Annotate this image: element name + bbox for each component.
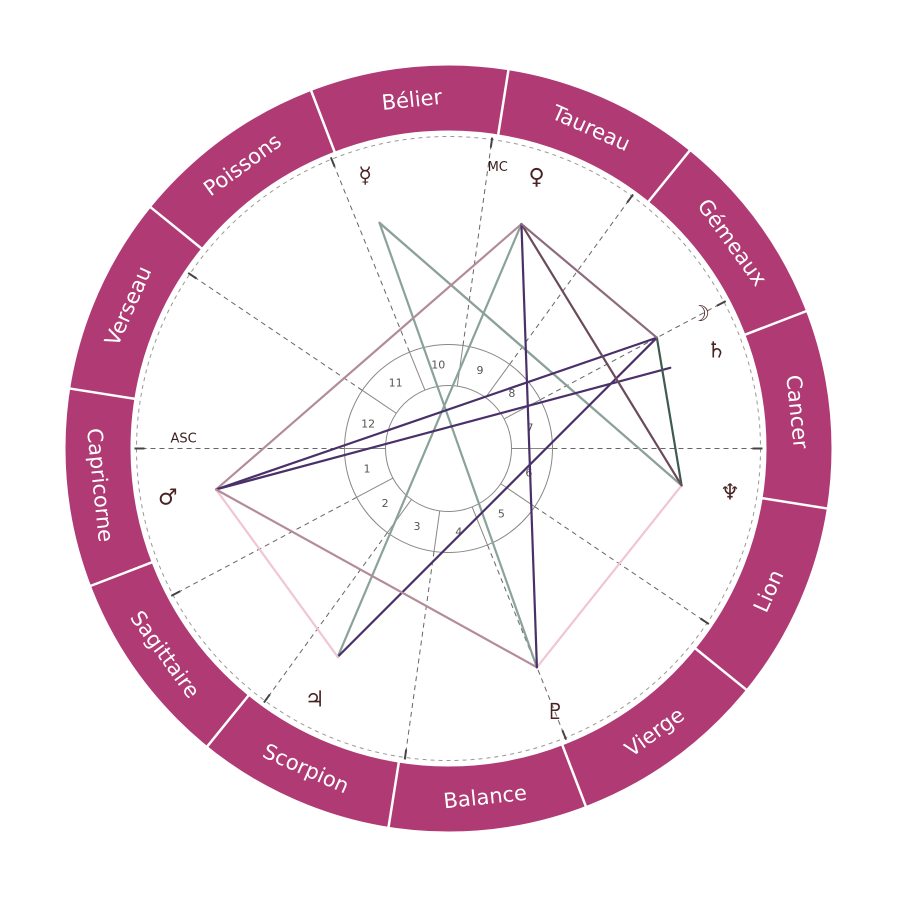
house-number: 1 [363, 462, 370, 475]
pluto-glyph-icon: ♇ [545, 700, 565, 725]
house-number: 5 [498, 507, 505, 520]
house-cusp-tick [561, 729, 568, 741]
sign-separator [205, 694, 250, 748]
house-number: 11 [389, 377, 403, 390]
aspect-line [520, 222, 539, 669]
sign-separator [647, 149, 692, 203]
house-divider [485, 364, 511, 398]
house-divider [503, 399, 541, 420]
house-cusp-tick [187, 272, 198, 280]
house-number: 2 [382, 497, 389, 510]
sign-separator [496, 69, 510, 136]
house-divider [433, 510, 441, 552]
house-cusp-tick [716, 300, 727, 307]
house-divider [409, 351, 426, 391]
house-cusp-line [172, 496, 357, 596]
house-number: 10 [431, 359, 445, 372]
aspect-line [214, 222, 523, 491]
house-number: 8 [508, 387, 515, 400]
sign-separator [387, 761, 401, 828]
zodiac-band [65, 65, 832, 832]
mercury-glyph-icon: ☿ [358, 163, 372, 188]
house-divider [386, 499, 412, 533]
house-cusp-line [264, 532, 388, 702]
axis-labels: ASC MC [171, 160, 508, 446]
house-cusp-line [331, 159, 411, 353]
house-cusp-line [509, 195, 633, 365]
aspect-line [520, 222, 658, 339]
house-number: 3 [414, 520, 421, 533]
sign-separator [761, 496, 828, 510]
house-cusp-tick [329, 156, 336, 168]
house-number: 6 [525, 467, 532, 480]
moon-glyph-icon: ☽ [690, 302, 710, 327]
aspect-line [214, 488, 539, 669]
sign-separator [149, 205, 203, 250]
house-divider [471, 506, 488, 546]
sign-separator [89, 560, 154, 588]
aspect-line [336, 222, 523, 658]
aspect-lines [214, 221, 683, 669]
aspect-line [214, 336, 658, 491]
house-cusp-line [462, 139, 493, 346]
aspect-line [378, 221, 683, 487]
planet-glyphs: ☿ ♀ ☽ ♄ ♆ ♇ ♃ ♂ [158, 163, 740, 725]
sign-separator [743, 309, 808, 337]
house-cusp-line [189, 273, 363, 391]
house-cusp-tick [263, 693, 271, 704]
aspect-line [214, 366, 672, 491]
aspect-line [214, 488, 339, 658]
midheaven-label: MC [488, 160, 508, 175]
mars-glyph-icon: ♂ [158, 485, 178, 510]
house-number: 12 [361, 417, 375, 430]
wheel-inner-edge [136, 136, 761, 761]
sign-separator [694, 647, 748, 692]
venus-glyph-icon: ♀ [529, 165, 545, 190]
house-number: 7 [527, 422, 534, 435]
aspect-line [535, 484, 683, 669]
jupiter-glyph-icon: ♃ [305, 688, 325, 713]
house-cusp-tick [699, 617, 710, 625]
aspect-line [520, 222, 683, 487]
house-ring-inner [385, 385, 512, 512]
house-cusp-tick [170, 590, 181, 597]
sign-separator [309, 89, 337, 154]
zodiac-ring: BélierTaureauGémeauxCancerLionViergeBala… [65, 65, 832, 832]
aspect-line [336, 336, 658, 658]
house-cusp-tick [403, 749, 408, 760]
house-cusp-line [540, 301, 725, 401]
saturn-glyph-icon: ♄ [706, 339, 726, 364]
house-cusp-line [534, 506, 708, 624]
sign-separator [69, 387, 136, 401]
house-cusp-tick [626, 193, 634, 204]
aspect-line [655, 336, 683, 487]
house-divider [356, 477, 394, 498]
aspect-line [378, 221, 539, 669]
house-cusp-line [486, 544, 566, 738]
house-cusp-tick [489, 137, 494, 148]
house-cusp-lines [134, 137, 763, 760]
ascendant-label: ASC [171, 432, 197, 447]
neptune-glyph-icon: ♆ [720, 481, 740, 506]
house-divider [362, 389, 397, 414]
sign-separator [560, 743, 588, 808]
house-number: 9 [476, 364, 483, 377]
house-cusp-line [404, 551, 435, 758]
house-number: 4 [455, 525, 462, 538]
